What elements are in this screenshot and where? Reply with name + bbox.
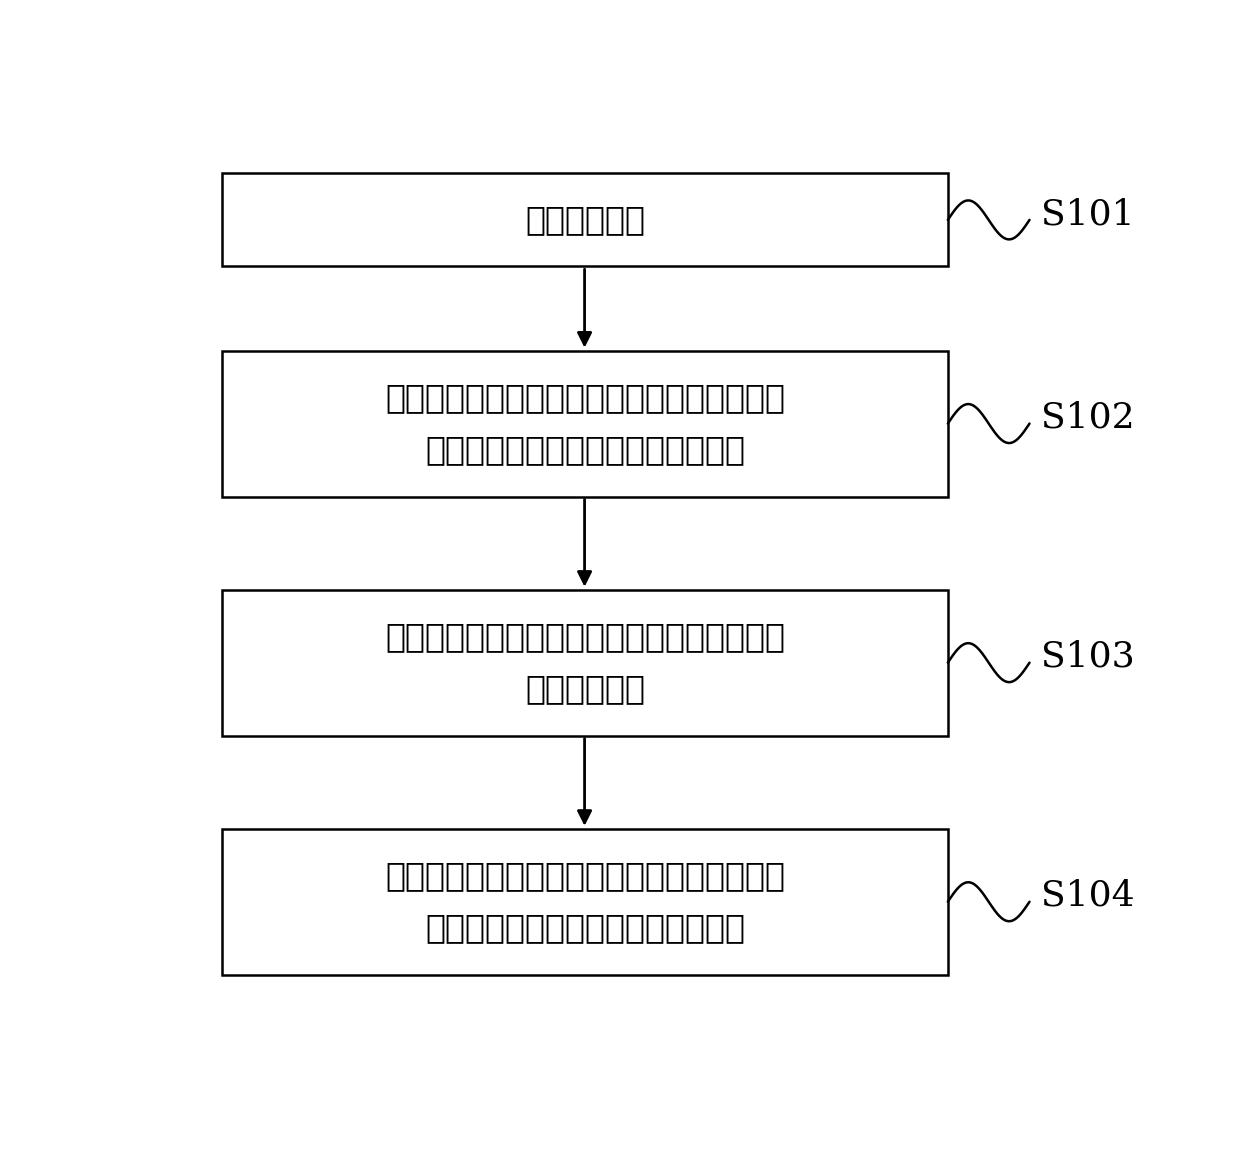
- Text: 接收查询请求: 接收查询请求: [525, 204, 645, 237]
- Text: 将所述源表信息与设定的分配策略进行匹配，
生成分配信息: 将所述源表信息与设定的分配策略进行匹配， 生成分配信息: [386, 621, 785, 705]
- Text: S103: S103: [1042, 639, 1135, 674]
- Text: 从所述查询请求中解析出包括数据时间、数据
来源以及查询复杂度在内的源表信息: 从所述查询请求中解析出包括数据时间、数据 来源以及查询复杂度在内的源表信息: [386, 382, 785, 466]
- Text: S102: S102: [1042, 400, 1135, 435]
- FancyBboxPatch shape: [222, 351, 947, 497]
- Text: 根据所述分配信息选择将所述查询请求发送给
相应的事务处理系统或数据仓库执行: 根据所述分配信息选择将所述查询请求发送给 相应的事务处理系统或数据仓库执行: [386, 860, 785, 944]
- FancyBboxPatch shape: [222, 829, 947, 975]
- FancyBboxPatch shape: [222, 174, 947, 267]
- FancyBboxPatch shape: [222, 590, 947, 736]
- Text: S104: S104: [1042, 879, 1135, 913]
- Text: S101: S101: [1042, 197, 1135, 231]
